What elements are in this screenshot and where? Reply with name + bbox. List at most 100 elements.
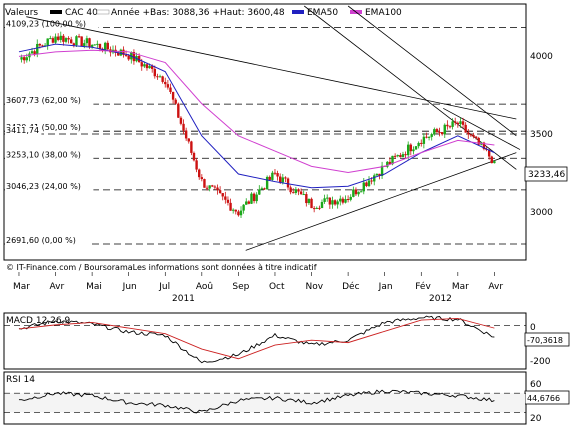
candle-body [362, 182, 365, 192]
fib-level-label: 3046,23 (24,00 %) [6, 182, 81, 191]
candle-body [346, 198, 350, 200]
candle-body [467, 132, 470, 135]
month-label: Jan [378, 282, 393, 292]
candle-body [469, 134, 473, 136]
candle-body [487, 149, 491, 157]
macd-last-value: -70,3618 [527, 336, 563, 345]
candle-body [328, 197, 332, 205]
candle-body [182, 123, 185, 131]
candle-body [459, 121, 462, 125]
trendline [443, 107, 521, 150]
candle-body [22, 57, 26, 61]
candle-body [294, 189, 298, 193]
candle-body [425, 136, 428, 138]
month-label: Mai [86, 282, 102, 292]
candle-body [132, 52, 136, 62]
candle-body [281, 177, 285, 183]
legend-range-swatch [96, 9, 110, 15]
candle-body [164, 81, 167, 85]
candle-body [312, 208, 316, 210]
candle-body [177, 103, 180, 118]
candle-body [184, 130, 188, 139]
legend-ema100-label: EMA100 [365, 8, 402, 18]
candle-body [72, 43, 76, 46]
macd-label: MACD 12,26,9 [6, 316, 70, 326]
month-label: Aoû [196, 282, 213, 292]
indicator-band [5, 393, 525, 413]
candle-body [150, 66, 154, 69]
candle-body [258, 189, 261, 195]
candle-body [307, 198, 311, 204]
candle-body [122, 49, 125, 55]
ema100-line [18, 49, 495, 173]
candle-body [98, 43, 102, 49]
candle-body [454, 121, 457, 123]
candle-body [409, 144, 413, 152]
candle-body [375, 173, 379, 176]
candle-body [370, 180, 373, 182]
candle-body [427, 136, 431, 138]
last-price-value: 3233,46 [528, 170, 565, 180]
fib-label-bg [5, 123, 94, 133]
candle-body [386, 161, 389, 167]
rsi-tick-60: 60 [530, 380, 542, 390]
candle-body [318, 207, 321, 209]
candle-body [388, 161, 392, 165]
candle-body [56, 36, 60, 40]
fib-level-label: 2691,60 (0,00 %) [6, 236, 76, 245]
candle-body [239, 210, 243, 216]
candle-body [119, 49, 123, 56]
candle-body [401, 154, 405, 158]
candle-body [70, 39, 73, 44]
candle-body [198, 169, 201, 178]
fib-label-bg [5, 181, 94, 191]
candle-body [90, 45, 94, 47]
candle-body [302, 194, 305, 196]
candle-body [200, 177, 204, 180]
candle-body [54, 36, 57, 43]
rsi-label: RSI 14 [6, 375, 35, 385]
candle-body [137, 56, 141, 63]
candle-body [438, 132, 441, 134]
candle-body [333, 200, 337, 205]
candle-body [365, 182, 368, 187]
ema50-line [18, 43, 495, 189]
candle-body [179, 117, 183, 124]
candle-body [378, 173, 381, 176]
candle-body [88, 38, 91, 47]
candle-body [271, 172, 274, 180]
legend-cac40-label: CAC 40 [65, 8, 98, 18]
candle-body [38, 43, 42, 46]
legend-ema50-label: EMA50 [307, 8, 338, 18]
candle-body [446, 124, 449, 127]
candle-body [448, 126, 452, 128]
candle-body [208, 185, 211, 189]
candle-body [158, 76, 162, 78]
fib-label-bg [5, 19, 99, 29]
candle-body [399, 155, 402, 158]
candle-body [25, 57, 29, 61]
candle-body [224, 196, 227, 200]
macd-panel-frame [3, 312, 527, 370]
candle-body [59, 35, 62, 40]
macd-last-badge [524, 332, 570, 347]
candle-body [391, 155, 394, 165]
candle-body [276, 173, 279, 177]
candle-body [143, 64, 146, 67]
candle-body [255, 194, 258, 202]
candle-body [422, 136, 426, 144]
candle-body [461, 121, 465, 125]
month-label: Avr [50, 282, 65, 292]
rsi-tick-20: 20 [530, 414, 542, 424]
indicator-line [18, 315, 495, 364]
candles-layer [20, 31, 496, 218]
candle-body [213, 186, 217, 188]
candle-body [247, 201, 251, 204]
candle-body [260, 188, 264, 190]
candle-body [242, 204, 245, 211]
candle-body [245, 201, 248, 205]
candle-body [339, 198, 342, 202]
credit-text: © IT-Finance.com / BoursoramaLes informa… [6, 262, 317, 272]
candle-body [493, 161, 496, 164]
